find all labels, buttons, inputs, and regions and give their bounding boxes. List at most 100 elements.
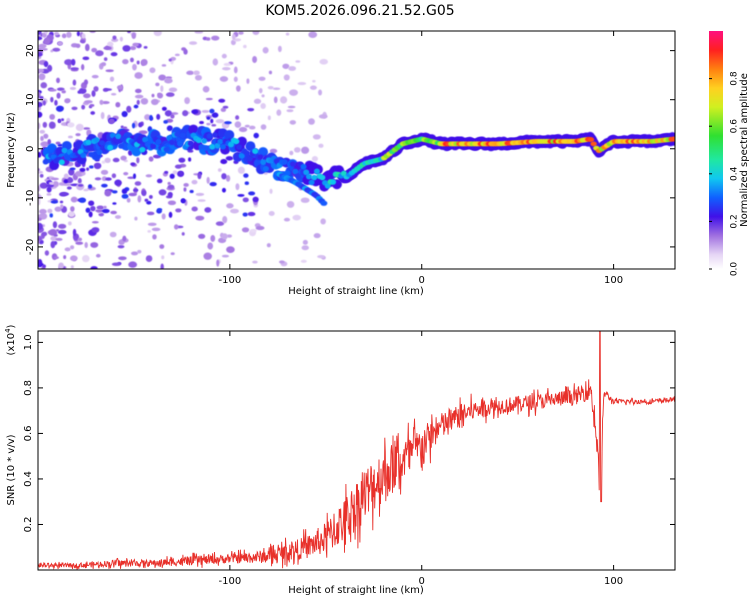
spectrogram-speckle bbox=[235, 85, 241, 92]
spectrogram-speckle bbox=[42, 121, 48, 128]
spectrogram-speckle bbox=[115, 102, 121, 108]
spectrogram-speckle bbox=[226, 203, 234, 209]
spectrogram-speckle bbox=[297, 81, 307, 86]
spectrogram-speckle bbox=[167, 191, 173, 198]
snr-series-line bbox=[38, 331, 675, 570]
spectrogram-speckle bbox=[133, 188, 139, 192]
colorbar-tick-label: 0.0 bbox=[730, 262, 740, 277]
spectrogram-ridge-core bbox=[163, 146, 170, 153]
spectrogram-ridge-core bbox=[273, 158, 280, 164]
spectrogram-speckle bbox=[39, 96, 44, 99]
spectrogram-speckle bbox=[268, 210, 275, 216]
spectrogram-x-tick-label: 0 bbox=[419, 275, 425, 286]
spectrogram-speckle bbox=[100, 111, 105, 120]
spectrogram-ridge-core bbox=[209, 143, 216, 150]
spectrogram-ridge-core bbox=[289, 161, 296, 167]
spectrogram-speckle bbox=[242, 212, 248, 217]
spectrogram-speckle bbox=[308, 118, 315, 125]
spectrogram-speckle bbox=[47, 139, 52, 145]
spectrogram-ridge-core bbox=[150, 143, 157, 150]
spectrogram-speckle bbox=[198, 233, 206, 239]
spectrogram-speckle bbox=[95, 50, 104, 57]
spectrogram-speckle bbox=[170, 114, 175, 119]
spectrogram-speckle bbox=[52, 47, 61, 52]
spectrogram-speckle bbox=[64, 247, 71, 252]
spectrogram-speckle bbox=[215, 221, 225, 226]
spectrogram-speckle bbox=[90, 266, 98, 269]
spectrogram-speckle bbox=[69, 86, 77, 90]
snr-x-tick-label: 0 bbox=[419, 576, 425, 587]
spectrogram-ridge-core bbox=[217, 138, 224, 145]
snr-y-label: SNR (10 * v/v) bbox=[6, 434, 17, 505]
spectrogram-speckle bbox=[189, 189, 194, 194]
spectrogram-speckle bbox=[319, 58, 329, 65]
spectrogram-speckle bbox=[82, 255, 90, 263]
spectrogram-speckle bbox=[134, 72, 143, 79]
spectrogram-speckle bbox=[55, 141, 61, 145]
spectrogram-speckle bbox=[50, 200, 59, 204]
spectrogram-speckle bbox=[220, 107, 227, 112]
spectrogram-speckle bbox=[241, 227, 250, 233]
spectrogram-ridge-core bbox=[587, 137, 595, 142]
spectrogram-speckle bbox=[91, 220, 99, 224]
spectrogram-ridge-core bbox=[198, 143, 205, 150]
spectrogram-speckle bbox=[93, 162, 102, 170]
spectrogram-speckle bbox=[91, 74, 99, 79]
spectrogram-speckle bbox=[260, 103, 266, 110]
spectrogram-speckle bbox=[121, 193, 129, 199]
spectrogram-speckle bbox=[47, 208, 53, 214]
spectrogram-speckle bbox=[103, 57, 108, 62]
spectrogram-speckle bbox=[141, 190, 147, 197]
spectrogram-speckle bbox=[221, 254, 230, 258]
spectrogram-speckle bbox=[226, 246, 235, 253]
spectrogram-speckle bbox=[152, 234, 157, 240]
spectrogram-speckle bbox=[247, 107, 255, 112]
spectrogram-speckle bbox=[209, 108, 215, 114]
spectrogram-y-tick-label: -20 bbox=[25, 239, 36, 255]
spectrogram-speckle bbox=[243, 173, 249, 178]
snr-multiplier-close: ) bbox=[6, 324, 17, 328]
spectrogram-y-tick-label: -10 bbox=[25, 190, 36, 206]
spectrogram-speckle bbox=[210, 234, 216, 242]
spectrogram-speckle bbox=[300, 259, 307, 263]
spectrogram-speckle bbox=[267, 86, 274, 90]
spectrogram-speckle bbox=[225, 156, 234, 161]
spectrogram-speckle bbox=[300, 197, 310, 203]
spectrogram-speckle bbox=[130, 162, 136, 166]
spectrogram-speckle bbox=[57, 41, 63, 46]
spectrogram-speckle bbox=[292, 214, 301, 221]
spectrogram-speckle bbox=[38, 239, 44, 245]
spectrogram-speckle bbox=[140, 97, 149, 105]
spectrogram-speckle bbox=[84, 100, 93, 104]
spectrogram-ridge-core bbox=[244, 150, 251, 156]
spectrogram-speckle bbox=[38, 31, 42, 35]
spectrogram-speckle bbox=[117, 244, 125, 249]
spectrogram-speckle bbox=[56, 77, 60, 84]
spectrogram-speckle bbox=[156, 113, 161, 120]
spectrogram-speckle bbox=[38, 122, 41, 130]
spectrogram-speckle bbox=[260, 124, 267, 130]
spectrogram-speckle bbox=[126, 105, 132, 113]
spectrogram-speckle bbox=[54, 99, 58, 106]
spectrogram-speckle bbox=[278, 260, 285, 264]
spectrogram-speckle bbox=[78, 197, 86, 203]
spectrogram-speckle bbox=[206, 116, 211, 120]
spectrogram-ridge-core bbox=[88, 151, 95, 158]
spectrogram-ridge-core bbox=[64, 154, 71, 161]
spectrogram-speckle bbox=[205, 97, 213, 101]
spectrogram-speckle bbox=[138, 130, 148, 135]
spectrogram-speckle bbox=[38, 222, 43, 231]
spectrogram-speckle bbox=[87, 184, 93, 189]
spectrogram-speckle bbox=[46, 186, 52, 193]
spectrogram-speckle bbox=[301, 245, 309, 251]
spectrogram-speckle bbox=[105, 177, 112, 181]
spectrogram-speckle bbox=[114, 179, 122, 186]
spectrogram-speckle bbox=[233, 66, 238, 74]
spectrogram-speckle bbox=[41, 48, 48, 51]
spectrogram-speckle bbox=[160, 85, 164, 92]
spectrogram-ridge-core bbox=[85, 139, 92, 146]
spectrogram-ridge-core bbox=[166, 135, 173, 141]
spectrogram-speckle bbox=[69, 167, 76, 171]
spectrogram-speckle bbox=[209, 182, 217, 187]
